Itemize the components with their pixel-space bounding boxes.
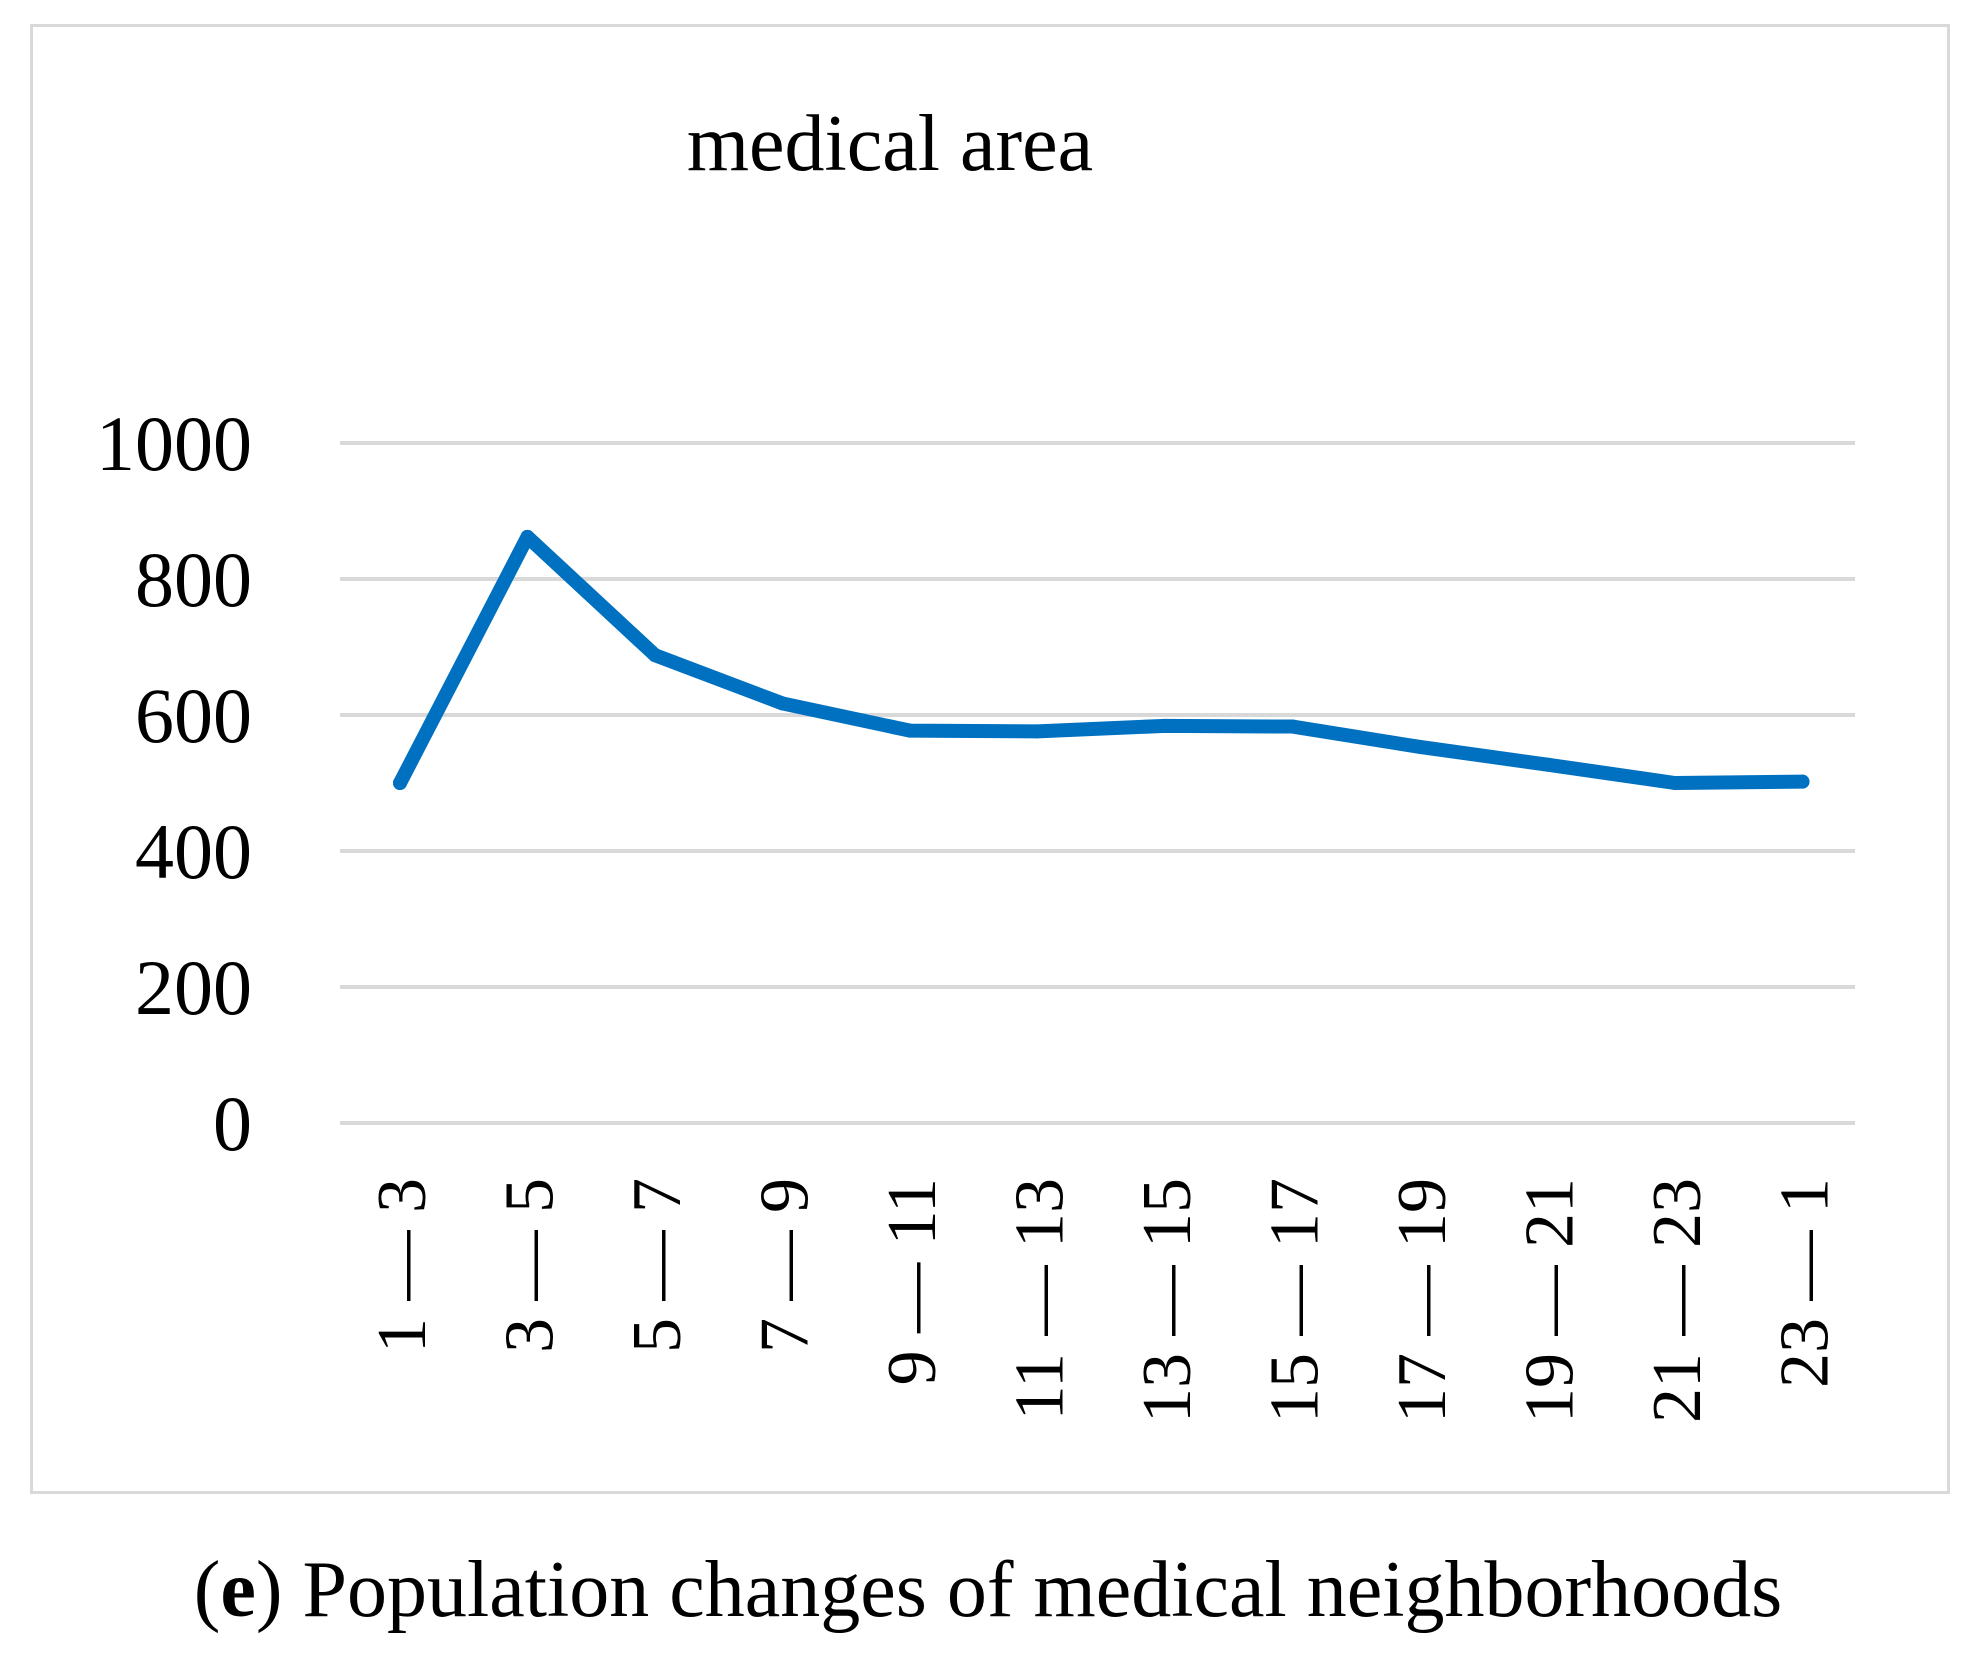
y-tick-label: 600	[135, 672, 252, 759]
caption-text: Population changes of medical neighborho…	[282, 1546, 1783, 1634]
x-tick-label: 11 — 13	[1002, 1178, 1079, 1420]
data-point	[1413, 739, 1427, 754]
x-tick-label: 17 — 19	[1384, 1178, 1461, 1423]
data-point	[775, 696, 790, 711]
y-tick-label: 1000	[96, 400, 252, 487]
caption-label: e	[220, 1546, 256, 1634]
x-tick-label: 19 — 21	[1512, 1178, 1589, 1423]
x-tick-label: 23 — 1	[1767, 1178, 1844, 1388]
series-layer	[393, 529, 1810, 790]
data-point	[1285, 719, 1300, 734]
y-axis-ticks: 0 200 400 600 800 1000	[96, 400, 252, 1167]
series-line	[393, 529, 1810, 790]
x-tick-label: 13 — 15	[1129, 1178, 1206, 1423]
y-tick-label: 0	[213, 1080, 252, 1167]
data-point	[1668, 776, 1682, 790]
figure-caption: (e) Population changes of medical neighb…	[0, 1545, 1976, 1636]
chart-frame	[30, 24, 1950, 1494]
y-tick-label: 400	[135, 808, 252, 895]
x-tick-label: 21 — 23	[1639, 1178, 1716, 1423]
caption-close-paren: )	[255, 1546, 283, 1634]
y-tick-label: 800	[135, 536, 252, 623]
data-point	[648, 648, 662, 663]
y-tick-label: 200	[135, 944, 252, 1031]
x-tick-label: 1 — 3	[364, 1178, 441, 1353]
data-point	[520, 529, 535, 544]
data-point	[1540, 757, 1555, 772]
caption-open-paren: (	[193, 1546, 221, 1634]
data-point	[1158, 718, 1172, 733]
x-tick-label: 15 — 17	[1257, 1178, 1334, 1423]
x-tick-label: 7 — 9	[747, 1178, 824, 1353]
x-tick-label: 9 — 11	[874, 1178, 951, 1385]
x-tick-label: 5 — 7	[619, 1178, 696, 1353]
chart-title: medical area	[687, 100, 1093, 188]
data-point	[1030, 724, 1045, 739]
data-point	[393, 776, 407, 790]
x-tick-label: 3 — 5	[492, 1178, 569, 1353]
data-point	[1795, 774, 1810, 789]
gridlines	[340, 441, 1855, 1125]
x-axis-ticks: 1 — 3 3 — 5 5 — 7 7 — 9 9 — 11 11 — 13 13 — 15…	[364, 1178, 1844, 1423]
data-point	[903, 723, 917, 738]
